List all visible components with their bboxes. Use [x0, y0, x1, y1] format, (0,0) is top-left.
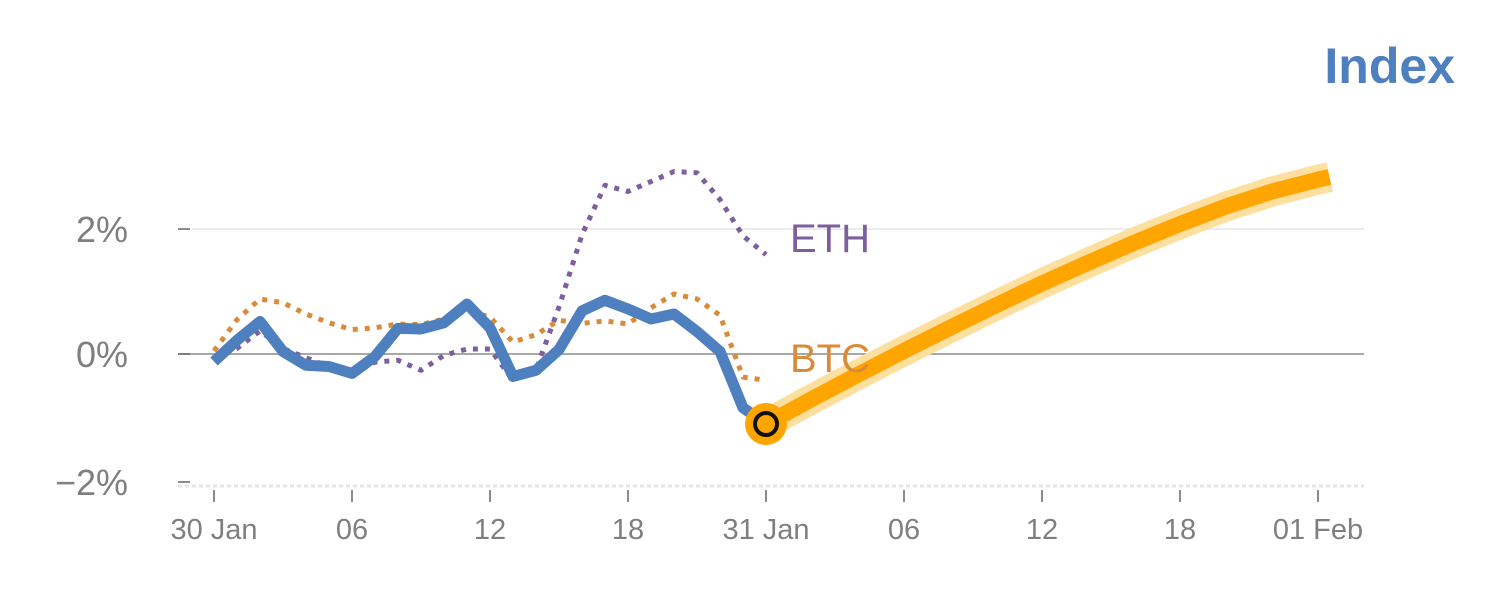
marker-outer	[745, 403, 787, 445]
x-tick-label: 01 Feb	[1273, 514, 1363, 546]
y-tick-label: −2%	[55, 462, 128, 503]
x-tick-label: 06	[336, 514, 368, 546]
x-tick-label: 12	[474, 514, 506, 546]
series-line-btc	[211, 291, 767, 383]
y-tick-label: 2%	[76, 209, 128, 250]
x-tick-label: 06	[888, 514, 920, 546]
series-line-index	[210, 294, 770, 429]
x-tick-label: 18	[612, 514, 644, 546]
series-label-eth: ETH	[790, 217, 870, 261]
y-tick-label: 0%	[76, 334, 128, 375]
x-tick-label: 18	[1164, 514, 1196, 546]
x-tick-label: 31 Jan	[722, 514, 809, 546]
marker-inner	[753, 411, 779, 437]
chart-title: Index	[1324, 38, 1455, 94]
chart-series	[210, 162, 1333, 445]
series-line-eth	[213, 169, 768, 383]
x-tick-label: 30 Jan	[170, 514, 257, 546]
axes: −2% 0% 2% 30 Jan 06 12 18 31 Jan 06 12 18 01 Feb	[55, 209, 1363, 546]
series-label-btc: BTC	[790, 337, 870, 381]
x-tick-label: 12	[1026, 514, 1058, 546]
grid-lines	[178, 228, 1364, 488]
forecast-line	[762, 169, 1332, 432]
